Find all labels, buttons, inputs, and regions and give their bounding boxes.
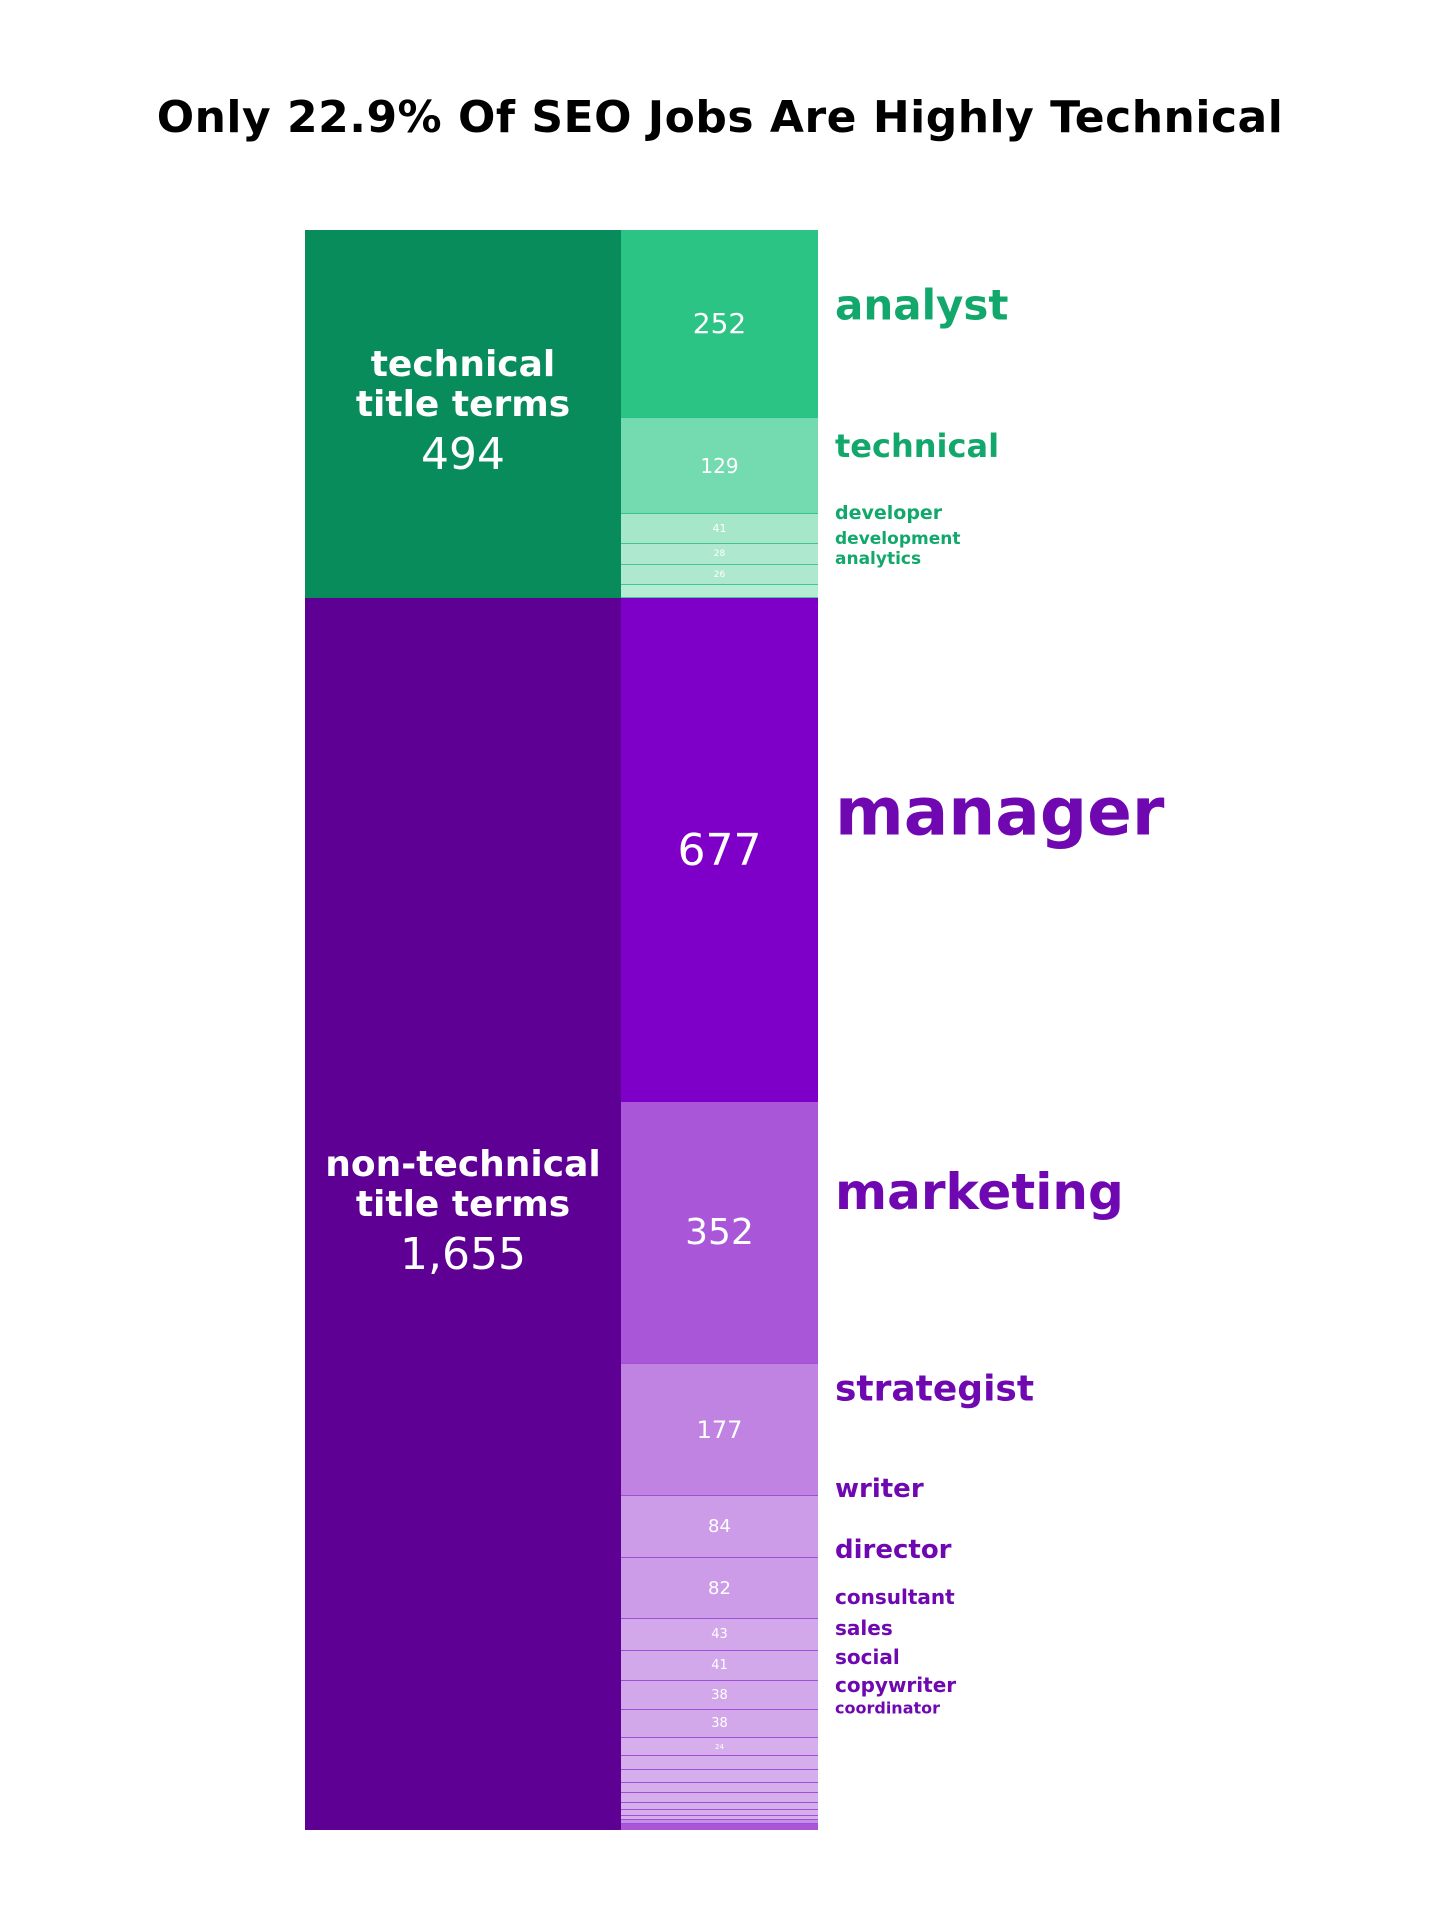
segment-copywriter: 38 — [621, 1710, 818, 1738]
group-total: 494 — [421, 429, 505, 480]
segment-consultant: 43 — [621, 1619, 818, 1651]
segment-other — [621, 1824, 818, 1830]
segment-value: 38 — [711, 1716, 728, 1731]
label-writer: writer — [835, 1474, 924, 1504]
segment-other — [621, 1803, 818, 1810]
segment-value: 38 — [711, 1687, 728, 1703]
technical-group-block: technical title terms 494 — [305, 230, 621, 598]
group-label-line1: non-technical — [325, 1144, 601, 1185]
segment-value: 177 — [696, 1415, 743, 1444]
segment-other — [621, 1756, 818, 1770]
label-copywriter: copywriter — [835, 1673, 957, 1697]
segment-value: 24 — [715, 1742, 724, 1751]
label-technical: technical — [835, 427, 1000, 465]
segment-developer: 41 — [621, 514, 818, 544]
segment-value: 26 — [713, 569, 726, 580]
segment-value: 129 — [700, 453, 739, 478]
segment-value: 84 — [708, 1516, 731, 1537]
segment-social: 38 — [621, 1681, 818, 1710]
segment-strategist: 177 — [621, 1364, 818, 1496]
chart-title: Only 22.9% Of SEO Jobs Are Highly Techni… — [156, 92, 1284, 143]
segment-value: 677 — [677, 824, 762, 876]
segment-other — [621, 1783, 818, 1793]
label-development: development — [835, 529, 961, 549]
label-analytics: analytics — [835, 549, 922, 569]
segment-value: 41 — [711, 1658, 728, 1673]
nontechnical-group-block: non-technical title terms 1,655 — [305, 598, 621, 1830]
segment-analytics: 26 — [621, 565, 818, 585]
segment-sales: 41 — [621, 1651, 818, 1681]
segment-value: 43 — [711, 1627, 728, 1642]
segment-value: 28 — [713, 549, 726, 559]
label-coordinator: coordinator — [835, 1698, 941, 1718]
segment-coordinator: 24 — [621, 1738, 818, 1756]
label-strategist: strategist — [835, 1368, 1035, 1410]
group-total: 1,655 — [400, 1229, 526, 1280]
segment-value: 82 — [708, 1577, 731, 1599]
segment-other — [621, 1816, 818, 1820]
segment-other-technical — [621, 585, 818, 598]
segment-value: 352 — [685, 1212, 754, 1253]
segment-other — [621, 1810, 818, 1816]
segment-other — [621, 1793, 818, 1803]
segment-manager: 677 — [621, 598, 818, 1102]
label-director: director — [835, 1535, 952, 1565]
label-marketing: marketing — [835, 1163, 1124, 1221]
segment-marketing: 352 — [621, 1102, 818, 1364]
segment-technical: 129 — [621, 418, 818, 514]
group-label-line1: technical — [370, 344, 556, 385]
segment-analyst: 252 — [621, 230, 818, 418]
segment-value: 252 — [692, 307, 747, 340]
segment-director: 82 — [621, 1558, 818, 1619]
segment-writer: 84 — [621, 1496, 818, 1558]
segment-other — [621, 1770, 818, 1783]
label-social: social — [835, 1645, 900, 1669]
label-sales: sales — [835, 1616, 893, 1640]
group-label-line2: title terms — [355, 1184, 571, 1225]
label-developer: developer — [835, 502, 943, 524]
label-consultant: consultant — [835, 1585, 955, 1609]
segment-other — [621, 1820, 818, 1824]
group-label-line2: title terms — [355, 384, 571, 425]
label-analyst: analyst — [835, 280, 1009, 330]
segment-development: 28 — [621, 544, 818, 565]
label-manager: manager — [835, 773, 1165, 851]
segment-value: 41 — [712, 522, 727, 535]
